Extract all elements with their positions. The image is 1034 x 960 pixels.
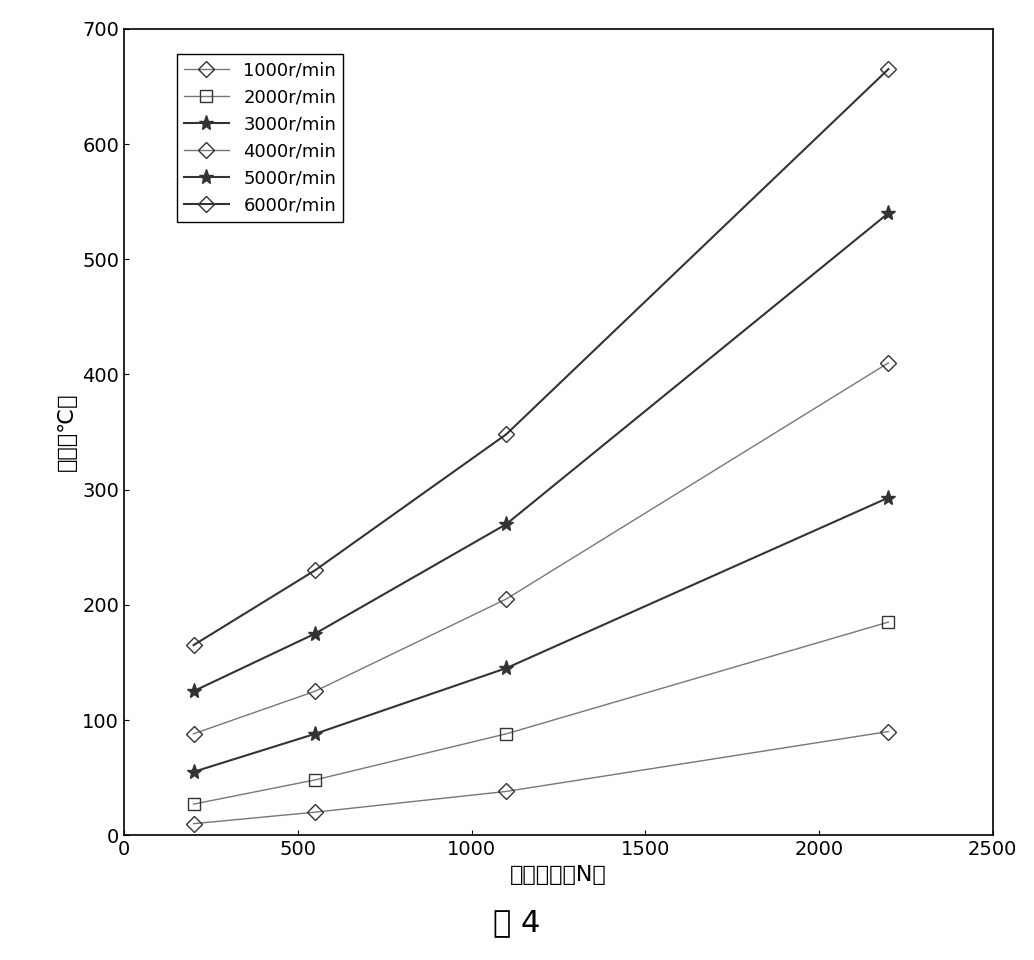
Y-axis label: 温度（℃）: 温度（℃） [57,393,77,471]
Text: 图 4: 图 4 [493,908,541,937]
X-axis label: 预紧载荷（N）: 预紧载荷（N） [510,865,607,884]
Legend: 1000r/min, 2000r/min, 3000r/min, 4000r/min, 5000r/min, 6000r/min: 1000r/min, 2000r/min, 3000r/min, 4000r/m… [177,54,343,222]
